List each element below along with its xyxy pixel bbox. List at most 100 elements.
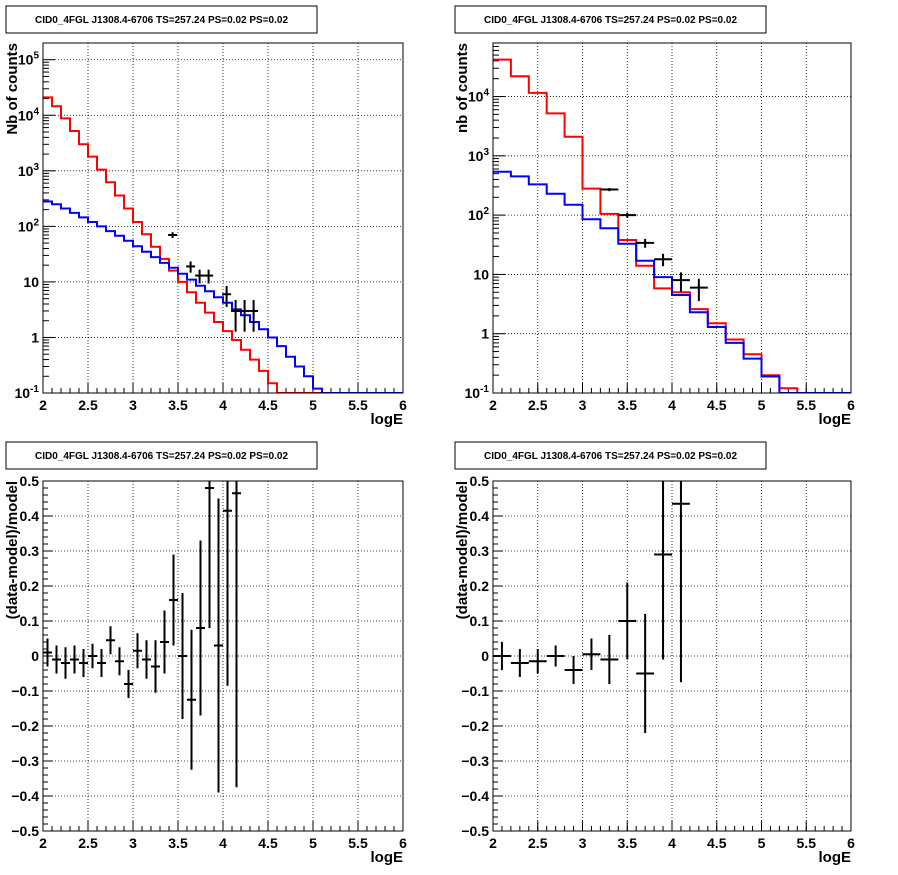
x-tick-label: 2.5 <box>78 397 98 413</box>
x-tick-label: 3.5 <box>168 835 188 851</box>
residual-point <box>214 498 223 793</box>
y-tick-label: 0.5 <box>470 473 490 489</box>
y-tick-label: −0.2 <box>11 718 39 734</box>
x-tick-label: 3.5 <box>618 835 638 851</box>
y-tick-label: 1 <box>481 326 489 342</box>
x-tick-label: 6 <box>847 397 855 413</box>
x-tick-label: 4 <box>219 835 227 851</box>
plot-frame <box>492 42 852 394</box>
y-tick-label: 0.3 <box>470 543 490 559</box>
x-tick-label: 4.5 <box>707 835 727 851</box>
model-histogram-total <box>493 58 851 393</box>
x-tick-label: 5 <box>309 397 317 413</box>
y-tick-label: 10-1 <box>465 384 490 401</box>
y-tick-label: −0.2 <box>461 718 489 734</box>
model-histogram-background <box>43 200 403 393</box>
x-tick-label: 3 <box>129 397 137 413</box>
data-point <box>689 278 708 302</box>
x-tick-label: 4.5 <box>258 397 278 413</box>
data-point <box>618 212 637 218</box>
x-tick-label: 5.5 <box>348 835 368 851</box>
y-tick-label: −0.5 <box>461 823 489 839</box>
y-tick-label: 0.2 <box>470 578 490 594</box>
y-tick-label: 0.5 <box>20 473 40 489</box>
x-tick-label: 2.5 <box>528 397 548 413</box>
residual-point <box>528 649 547 674</box>
plot-content <box>43 96 403 393</box>
y-tick-label: −0.4 <box>11 788 39 804</box>
model-histogram-total <box>43 96 403 393</box>
data-point <box>636 238 655 248</box>
plot-content <box>43 481 241 793</box>
y-tick-label: 0 <box>31 648 39 664</box>
data-point <box>240 299 250 332</box>
x-tick-label: 5.5 <box>797 397 817 413</box>
data-point <box>672 272 690 292</box>
chart-panel-3: CID0_4FGL J1308.4-6706 TS=257.24 PS=0.02… <box>4 441 407 866</box>
y-tick-label: 0 <box>481 648 489 664</box>
residual-point <box>52 645 61 674</box>
y-tick-label: 10 <box>473 266 489 282</box>
data-point <box>195 269 205 284</box>
residual-point <box>205 481 214 628</box>
chart-title: CID0_4FGL J1308.4-6706 TS=257.24 PS=0.02… <box>35 15 288 26</box>
residual-point <box>43 638 52 667</box>
residual-point <box>142 640 151 679</box>
x-tick-label: 2 <box>489 397 497 413</box>
residual-point <box>672 481 690 683</box>
x-axis-label: logE <box>371 411 404 428</box>
x-tick-label: 2 <box>39 397 47 413</box>
plot-frame <box>42 480 404 832</box>
residual-point <box>600 635 619 684</box>
y-axis-label: nb of counts <box>454 43 471 133</box>
data-point <box>186 261 196 273</box>
y-tick-label: 104 <box>468 88 490 105</box>
data-point <box>168 232 178 239</box>
residual-point <box>187 629 196 770</box>
x-tick-label: 2.5 <box>78 835 98 851</box>
x-tick-label: 3 <box>579 397 587 413</box>
x-tick-label: 2 <box>39 835 47 851</box>
title-box <box>5 441 318 470</box>
x-tick-label: 5.5 <box>348 397 368 413</box>
chart-title: CID0_4FGL J1308.4-6706 TS=257.24 PS=0.02… <box>35 451 288 462</box>
residual-point <box>564 656 583 684</box>
x-axis-label: logE <box>819 411 852 428</box>
x-tick-label: 3.5 <box>618 397 638 413</box>
residual-point <box>510 649 529 677</box>
y-tick-label: −0.3 <box>11 753 39 769</box>
y-axis-label: (data-model)/model <box>454 481 471 619</box>
residual-point <box>151 640 160 693</box>
x-axis-label: logE <box>819 849 852 866</box>
model-histogram-background <box>493 170 851 393</box>
plot-frame <box>492 480 852 832</box>
y-tick-label: −0.4 <box>461 788 489 804</box>
residual-point <box>493 642 511 670</box>
y-tick-label: 10-1 <box>15 384 40 401</box>
y-tick-label: 0.1 <box>20 613 40 629</box>
residual-point <box>546 645 565 667</box>
residual-point <box>196 540 205 716</box>
chart-panel-4: CID0_4FGL J1308.4-6706 TS=257.24 PS=0.02… <box>454 441 855 866</box>
chart-panel-1: CID0_4FGL J1308.4-6706 TS=257.24 PS=0.02… <box>4 5 407 428</box>
residual-point <box>88 643 97 669</box>
plot-content <box>493 481 690 733</box>
residual-point <box>223 481 232 686</box>
x-tick-label: 3 <box>129 835 137 851</box>
residual-point <box>79 649 88 677</box>
y-tick-label: −0.1 <box>461 683 489 699</box>
x-tick-label: 2 <box>489 835 497 851</box>
y-tick-label: −0.5 <box>11 823 39 839</box>
x-tick-label: 5.5 <box>797 835 817 851</box>
y-tick-label: −0.1 <box>11 683 39 699</box>
chart-title: CID0_4FGL J1308.4-6706 TS=257.24 PS=0.02… <box>484 15 737 26</box>
residual-point <box>178 593 187 719</box>
residual-point <box>618 582 637 660</box>
residual-point <box>169 554 178 646</box>
data-point <box>654 253 672 267</box>
x-tick-label: 6 <box>399 835 407 851</box>
residual-point <box>636 614 655 733</box>
y-tick-label: 105 <box>18 51 40 68</box>
data-point <box>249 299 259 332</box>
